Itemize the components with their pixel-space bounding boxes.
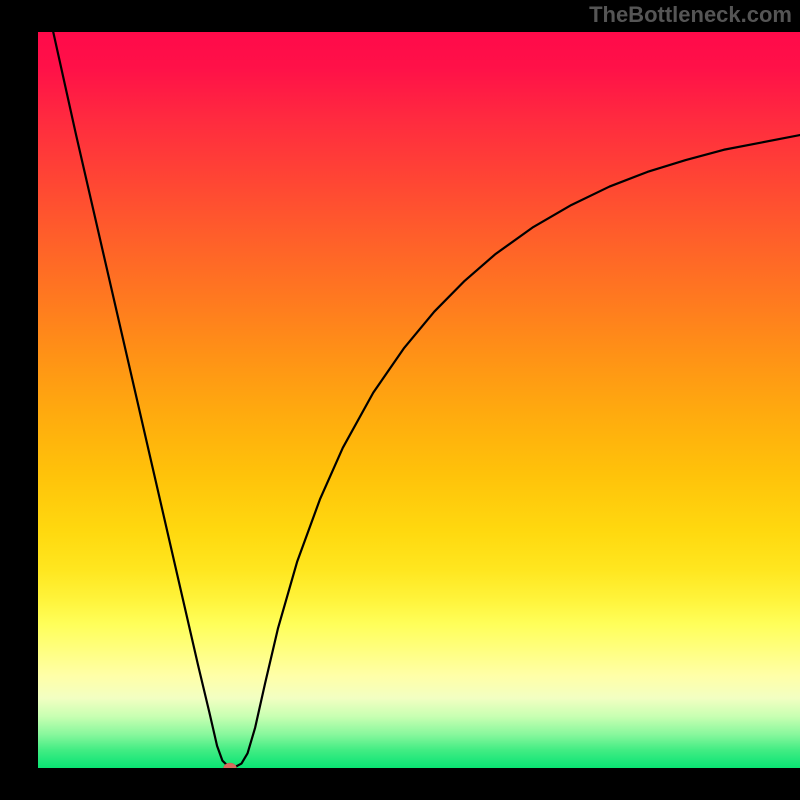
gradient-background: [38, 32, 800, 768]
bottleneck-chart-svg: [0, 0, 800, 800]
bottleneck-chart-container: TheBottleneck.com: [0, 0, 800, 800]
